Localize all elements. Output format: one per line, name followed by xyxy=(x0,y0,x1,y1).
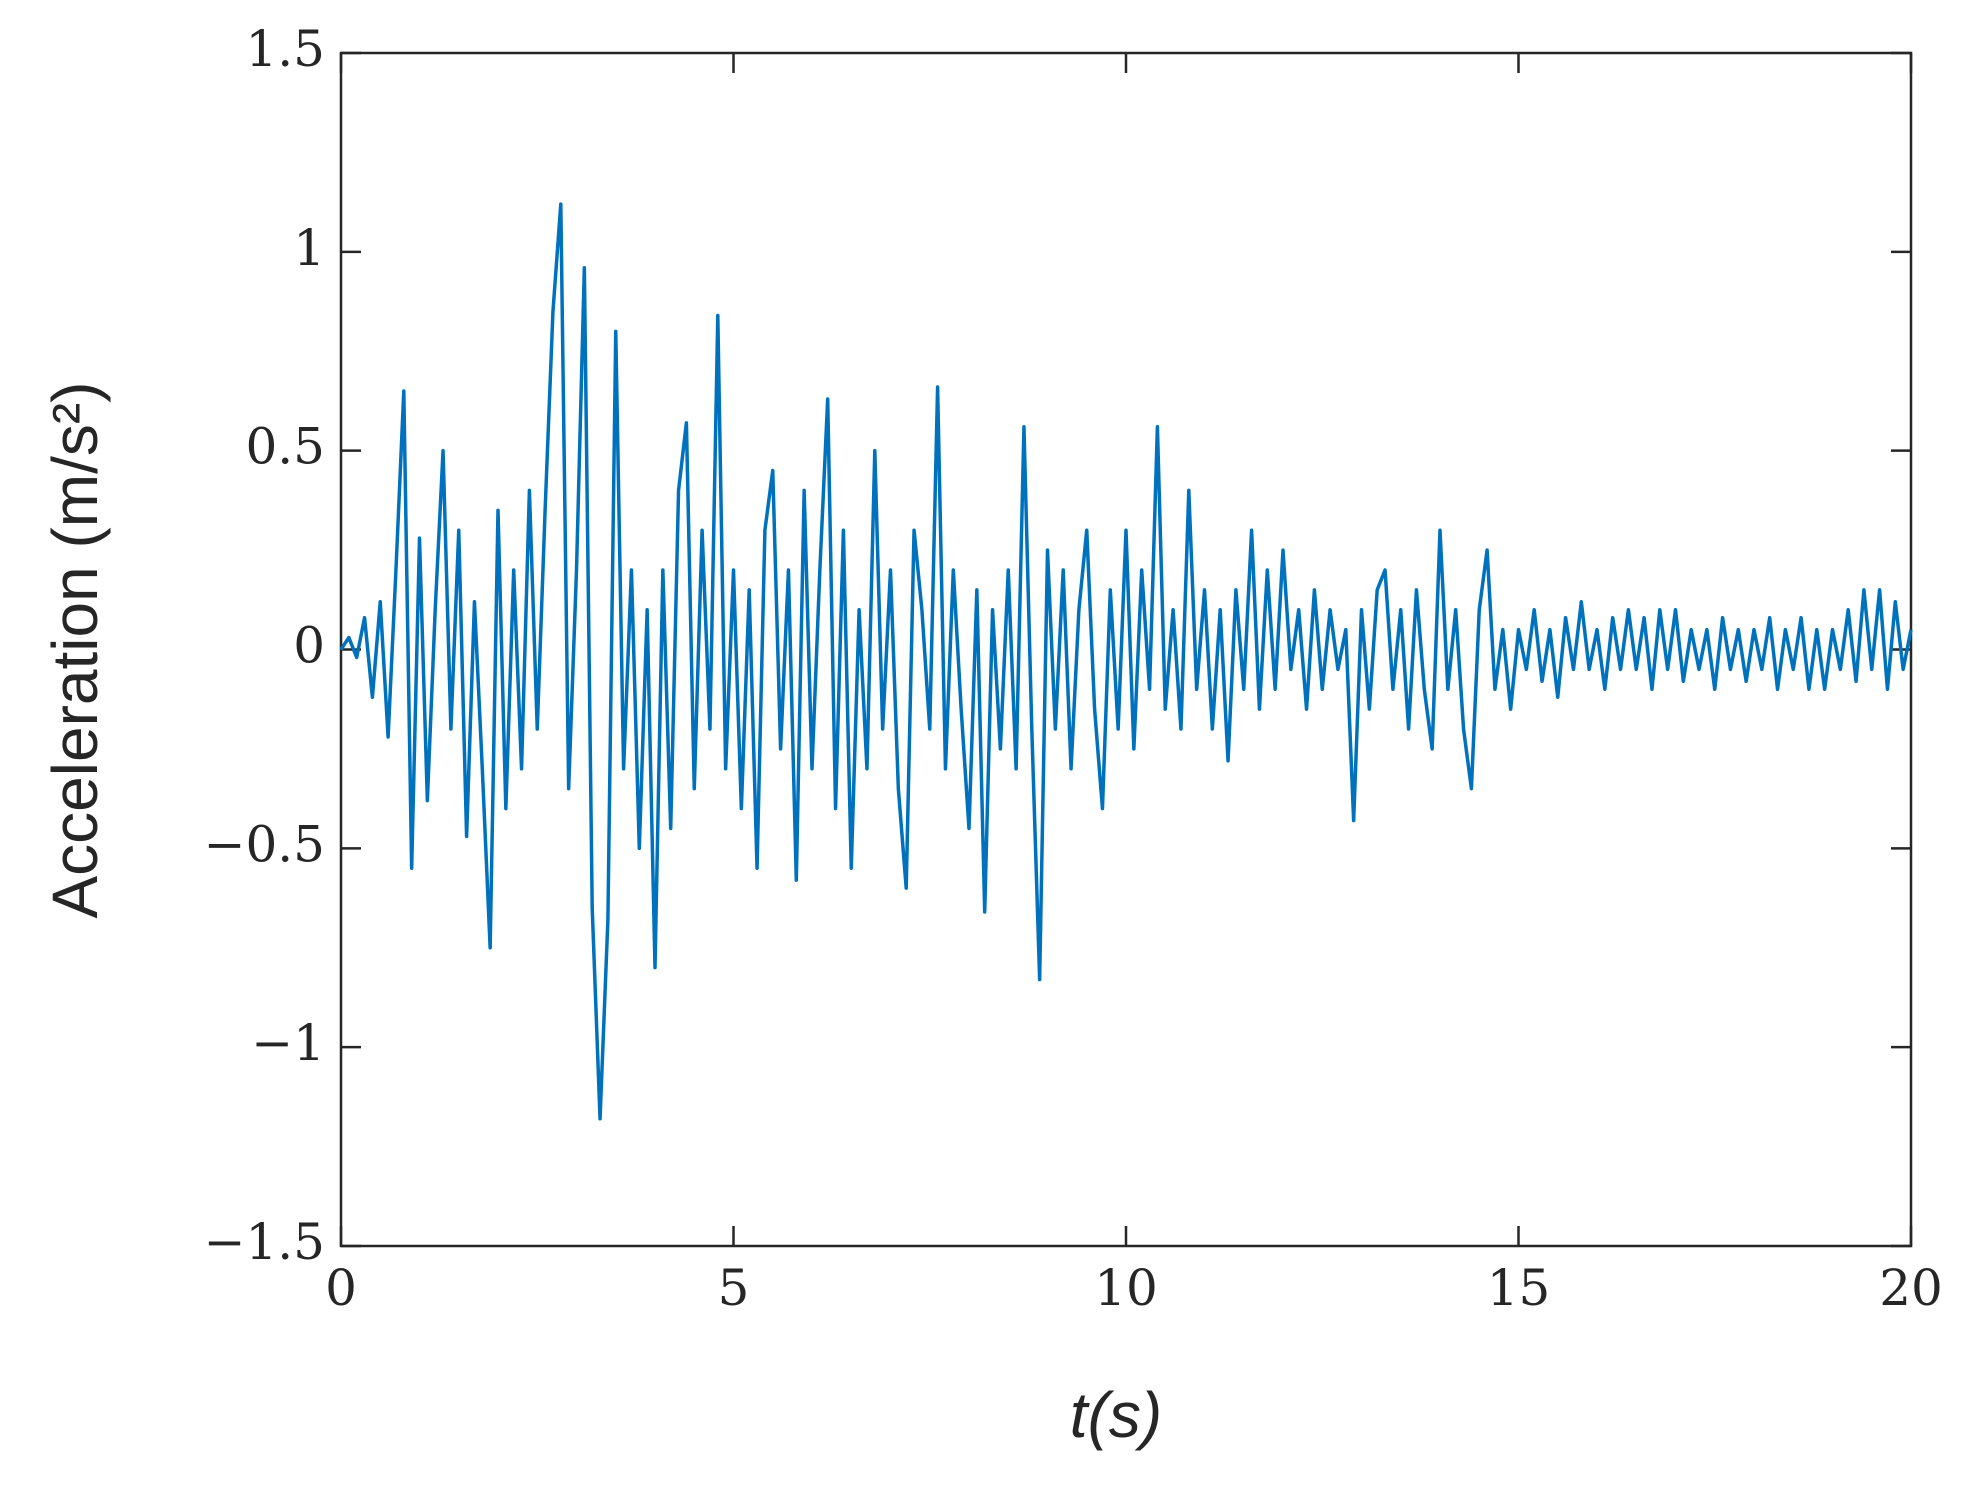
data-line xyxy=(339,202,1913,1121)
y-tick-label: −0.5 xyxy=(204,815,325,873)
y-tick-label: 0 xyxy=(293,617,325,675)
x-tick-label: 15 xyxy=(1487,1259,1551,1317)
x-tick-label: 20 xyxy=(1879,1259,1943,1317)
y-tick-label: 1.5 xyxy=(245,20,325,78)
x-axis-label: t(s) xyxy=(1070,1379,1162,1451)
x-tick-label: 5 xyxy=(718,1259,750,1317)
x-tick-label: 0 xyxy=(325,1259,357,1317)
y-tick-label: −1 xyxy=(251,1014,325,1072)
axes-box xyxy=(339,51,1913,1248)
y-tick-label: −1.5 xyxy=(204,1213,325,1271)
x-tick-label: 10 xyxy=(1094,1259,1158,1317)
y-axis-label: Acceleration (m/s²) xyxy=(39,382,111,919)
y-tick-label: 1 xyxy=(293,219,325,277)
y-tick-label: 0.5 xyxy=(245,418,325,476)
